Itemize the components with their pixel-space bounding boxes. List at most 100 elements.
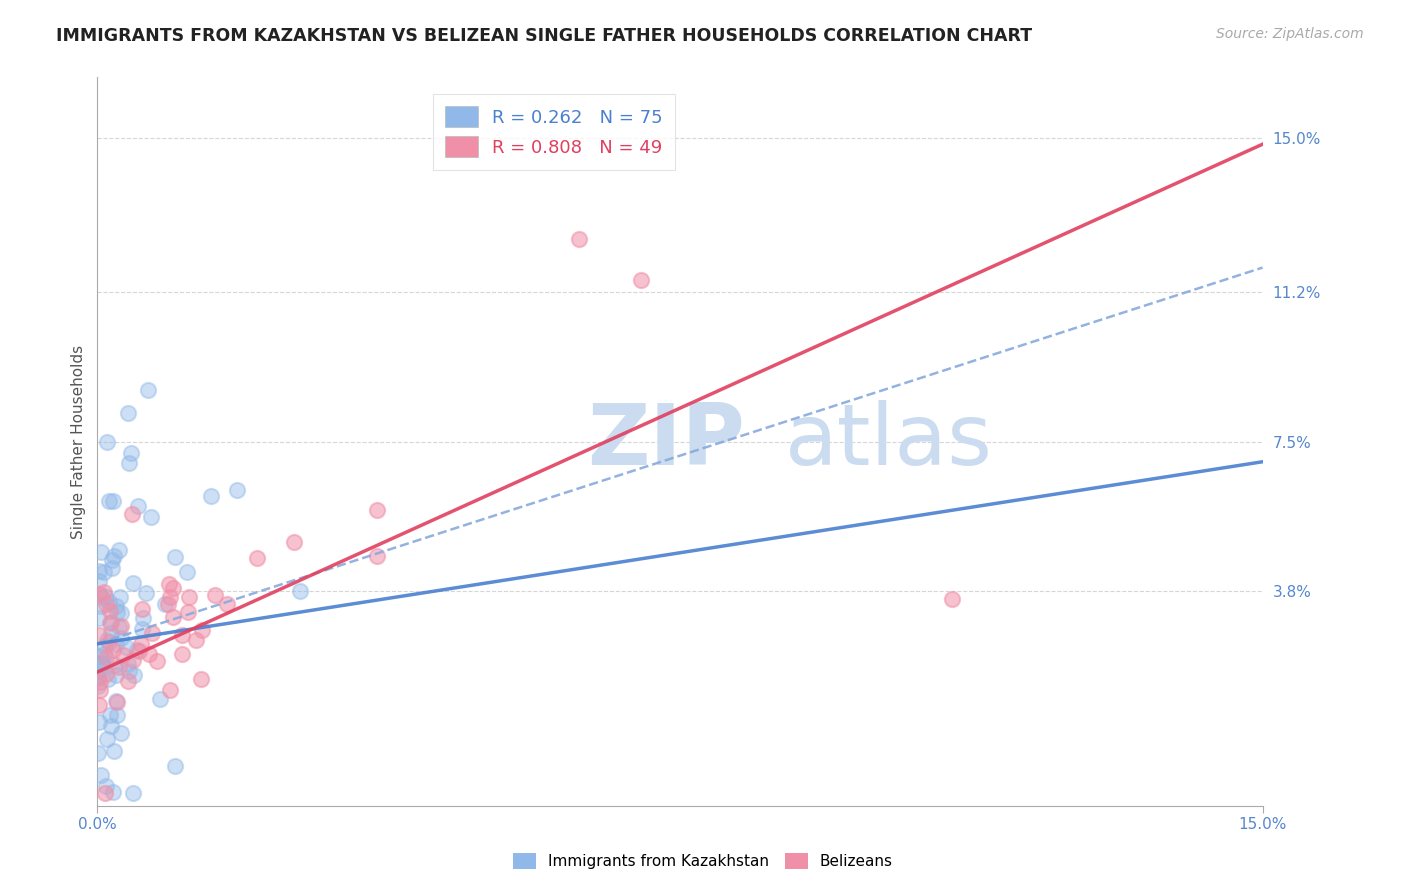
Point: [108, 591, 131, 605]
Point: [125, 642, 148, 657]
Point: [115, 640, 138, 655]
Point: [87, 611, 110, 625]
Point: [87, 698, 110, 712]
Point: [157, 577, 180, 591]
Point: [93, 584, 115, 599]
Point: [630, 273, 652, 287]
Point: [122, 575, 145, 590]
Point: [366, 549, 388, 564]
Point: [94, 666, 117, 681]
Point: [97, 493, 120, 508]
Point: [117, 673, 139, 688]
Text: IMMIGRANTS FROM KAZAKHSTAN VS BELIZEAN SINGLE FATHER HOUSEHOLDS CORRELATION CHAR: IMMIGRANTS FROM KAZAKHSTAN VS BELIZEAN S…: [56, 27, 1032, 45]
Point: [101, 561, 124, 575]
Point: [204, 588, 226, 602]
Point: [93, 647, 115, 661]
Point: [90, 545, 112, 559]
Point: [246, 550, 269, 565]
Point: [163, 550, 186, 565]
Point: [122, 787, 145, 801]
Point: [90, 768, 112, 782]
Point: [159, 683, 181, 698]
Point: [122, 653, 145, 667]
Point: [138, 647, 160, 661]
Point: [105, 708, 128, 723]
Point: [179, 591, 201, 605]
Point: [108, 620, 131, 634]
Point: [141, 626, 163, 640]
Point: [108, 543, 131, 558]
Point: [93, 787, 115, 801]
Point: [124, 667, 146, 681]
Point: [163, 759, 186, 773]
Point: [366, 503, 388, 517]
Point: [104, 694, 127, 708]
Point: [94, 597, 117, 611]
Point: [89, 674, 111, 689]
Point: [131, 637, 153, 651]
Point: [94, 590, 117, 604]
Point: [97, 672, 120, 686]
Point: [117, 406, 139, 420]
Point: [118, 456, 141, 470]
Point: [100, 553, 122, 567]
Point: [96, 434, 118, 449]
Point: [283, 535, 305, 549]
Point: [172, 647, 194, 661]
Point: [941, 592, 963, 607]
Point: [93, 565, 115, 579]
Point: [215, 597, 238, 611]
Point: [94, 649, 117, 664]
Point: [87, 574, 110, 588]
Point: [131, 623, 153, 637]
Point: [104, 667, 127, 681]
Point: [103, 744, 125, 758]
Point: [98, 708, 121, 723]
Point: [103, 549, 125, 563]
Point: [89, 682, 111, 697]
Point: [190, 672, 212, 686]
Point: [128, 643, 150, 657]
Point: [96, 632, 118, 647]
Point: [159, 590, 181, 604]
Point: [145, 654, 167, 668]
Point: [110, 606, 132, 620]
Point: [103, 784, 125, 798]
Point: [100, 615, 122, 629]
Point: [177, 605, 200, 619]
Point: [156, 597, 179, 611]
Point: [105, 695, 128, 709]
Point: [162, 581, 184, 595]
Point: [135, 585, 157, 599]
Text: Source: ZipAtlas.com: Source: ZipAtlas.com: [1216, 27, 1364, 41]
Point: [131, 601, 153, 615]
Point: [89, 587, 111, 601]
Point: [87, 671, 110, 685]
Point: [110, 726, 132, 740]
Point: [100, 719, 122, 733]
Text: atlas: atlas: [785, 400, 993, 483]
Point: [87, 565, 110, 579]
Point: [91, 656, 114, 670]
Point: [100, 626, 122, 640]
Point: [172, 628, 194, 642]
Point: [97, 595, 120, 609]
Point: [155, 597, 177, 611]
Point: [90, 591, 112, 605]
Point: [120, 446, 142, 460]
Point: [112, 648, 135, 662]
Point: [108, 659, 131, 673]
Text: ZIP: ZIP: [586, 400, 745, 483]
Point: [132, 610, 155, 624]
Point: [184, 633, 207, 648]
Point: [105, 605, 128, 619]
Point: [117, 657, 139, 671]
Point: [101, 494, 124, 508]
Point: [568, 232, 591, 246]
Point: [110, 631, 132, 645]
Point: [98, 605, 121, 619]
Point: [290, 583, 312, 598]
Point: [87, 670, 110, 684]
Point: [121, 507, 143, 521]
Point: [101, 643, 124, 657]
